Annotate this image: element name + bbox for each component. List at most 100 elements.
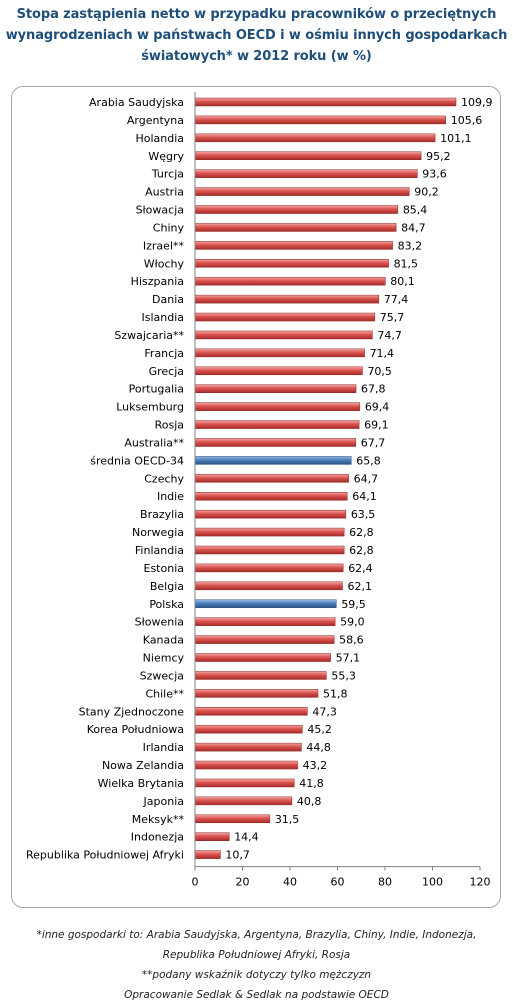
value-label-japonia: 40,8 (297, 795, 322, 808)
value-label-francja: 71,4 (370, 347, 395, 360)
bar-turcja (194, 169, 418, 178)
bar-stany-zjednoczone (194, 707, 308, 716)
value-label-republika-poludniowej-afryki: 10,7 (225, 849, 250, 862)
bar-wlochy (194, 259, 389, 268)
value-label-meksyk: 31,5 (275, 813, 300, 826)
value-label-wlochy: 81,5 (394, 257, 419, 270)
category-label-czechy: Czechy (144, 472, 184, 485)
bar-hiszpania (194, 276, 386, 286)
bar-finlandia (194, 545, 345, 555)
category-label-arabia-saudyjska: Arabia Saudyjska (89, 96, 184, 109)
bar-norwegia (194, 527, 345, 537)
bar-indie (194, 491, 348, 501)
category-label-portugalia: Portugalia (129, 383, 184, 396)
bar-izrael (194, 241, 393, 250)
bar-nowa-zelandia (194, 760, 298, 770)
category-label-islandia: Islandia (141, 311, 184, 324)
bar-slowacja (194, 205, 399, 214)
category-label-grecja: Grecja (149, 365, 184, 378)
value-label-indonezja: 14,4 (234, 831, 259, 844)
bar-chile (194, 689, 319, 698)
footnotes: *inne gospodarki to: Arabia Saudyjska, A… (0, 925, 513, 1005)
category-label-francja: Francja (144, 347, 184, 360)
title-line-2: wynagrodzeniach w państwach OECD i w ośm… (5, 28, 508, 43)
category-label-japonia: Japonia (143, 795, 184, 808)
value-label-brazylia: 63,5 (351, 508, 376, 521)
value-label-nowa-zelandia: 43,2 (303, 759, 328, 772)
bar-dania (194, 294, 380, 304)
category-label-korea-poludniowa: Korea Południowa (87, 723, 184, 736)
bar-rosja (194, 420, 360, 429)
value-label-dania: 77,4 (384, 293, 409, 306)
title-line-3: światowych* w 2012 roku (w %) (141, 49, 372, 64)
bar-wielka-brytania (194, 778, 295, 788)
value-label-korea-poludniowa: 45,2 (307, 723, 332, 736)
bar-portugalia (194, 384, 357, 393)
bar-islandia (194, 312, 376, 322)
bar-szwajcaria (194, 330, 373, 340)
value-label-izrael: 83,2 (398, 239, 423, 252)
category-label-slowacja: Słowacja (136, 204, 184, 217)
bar-niemcy (194, 653, 331, 662)
category-label-brazylia: Brazylia (140, 508, 184, 521)
category-label-holandia: Holandia (135, 132, 184, 145)
bar-belgia (194, 581, 343, 591)
category-label-belgia: Belgia (150, 580, 184, 593)
bar-japonia (194, 796, 293, 806)
bar-holandia (194, 133, 436, 143)
bar-australia (194, 438, 357, 447)
value-label-portugalia: 67,8 (361, 383, 386, 396)
bar-srednia-oecd-34 (194, 456, 352, 465)
category-label-irlandia: Irlandia (143, 741, 184, 754)
value-label-irlandia: 44,8 (306, 741, 331, 754)
value-label-hiszpania: 80,1 (390, 275, 415, 288)
value-label-finlandia: 62,8 (349, 544, 374, 557)
value-label-wielka-brytania: 41,8 (299, 777, 324, 790)
value-label-norwegia: 62,8 (349, 526, 374, 539)
value-label-islandia: 75,7 (380, 311, 405, 324)
category-label-niemcy: Niemcy (143, 652, 185, 665)
value-label-stany-zjednoczone: 47,3 (312, 705, 337, 718)
bar-wegry (194, 151, 422, 161)
category-label-wlochy: Włochy (144, 257, 185, 270)
bar-czechy (194, 474, 349, 483)
value-label-luksemburg: 69,4 (365, 401, 390, 414)
category-label-turcja: Turcja (151, 168, 184, 181)
category-label-norwegia: Norwegia (132, 526, 184, 539)
value-label-belgia: 62,1 (347, 580, 372, 593)
bar-irlandia (194, 742, 302, 752)
bar-brazylia (194, 509, 347, 519)
category-label-chile: Chile** (145, 687, 184, 700)
x-tick-label-40: 40 (283, 876, 297, 889)
value-label-szwajcaria: 74,7 (377, 329, 402, 342)
x-tick-label-120: 120 (470, 876, 491, 889)
x-tick-label-60: 60 (331, 876, 345, 889)
value-label-chile: 51,8 (323, 687, 348, 700)
category-label-finlandia: Finlandia (135, 544, 184, 557)
value-label-polska: 59,5 (341, 598, 366, 611)
bar-grecja (194, 366, 363, 376)
footnote-other-economies-2: Republika Południowej Afryki, Rosja (162, 949, 351, 961)
title-line-1: Stopa zastąpienia netto w przypadku prac… (16, 7, 497, 22)
category-label-wielka-brytania: Wielka Brytania (98, 777, 184, 790)
bar-korea-poludniowa (194, 724, 303, 734)
value-label-slowenia: 59,0 (340, 616, 365, 629)
value-label-kanada: 58,6 (339, 634, 364, 647)
bar-slowenia (194, 617, 336, 626)
category-label-hiszpania: Hiszpania (131, 275, 184, 288)
category-label-szwajcaria: Szwajcaria** (114, 329, 184, 342)
bar-arabia-saudyjska (194, 97, 457, 107)
value-label-arabia-saudyjska: 109,9 (461, 96, 493, 109)
category-label-kanada: Kanada (143, 634, 184, 647)
bar-meksyk (194, 814, 271, 824)
footnote-other-economies-1: *inne gospodarki to: Arabia Saudyjska, A… (36, 929, 477, 941)
x-tick-label-80: 80 (378, 876, 392, 889)
bar-indonezja (194, 832, 230, 841)
category-label-indonezja: Indonezja (131, 831, 184, 844)
category-label-australia: Australia** (124, 436, 184, 449)
category-label-dania: Dania (152, 293, 184, 306)
category-label-argentyna: Argentyna (127, 114, 184, 127)
value-label-estonia: 62,4 (348, 562, 373, 575)
bar-polska (194, 599, 337, 609)
